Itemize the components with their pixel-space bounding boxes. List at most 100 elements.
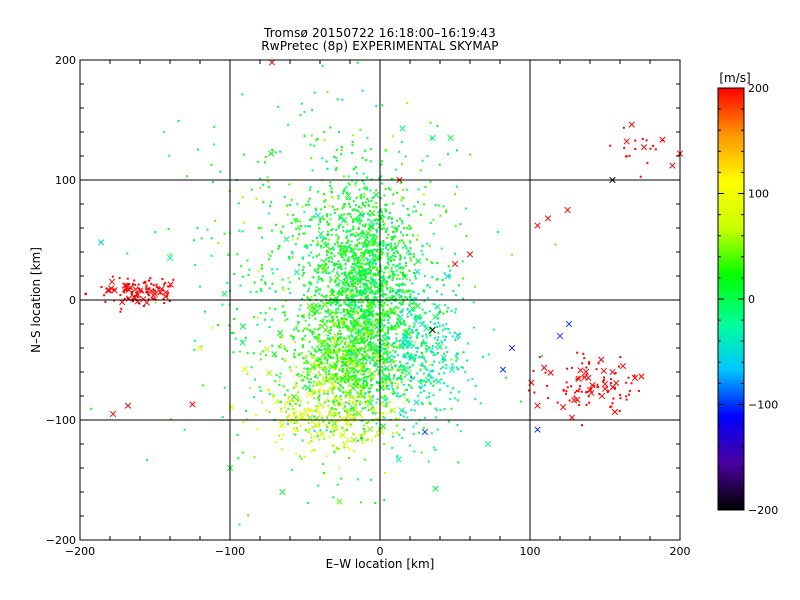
data-point (381, 214, 384, 217)
data-point (210, 254, 213, 257)
data-point (364, 250, 367, 253)
data-point (347, 240, 350, 243)
data-point (374, 296, 377, 299)
data-point (465, 235, 468, 238)
data-point (381, 248, 384, 251)
data-point (400, 239, 403, 242)
x-tick-label: −200 (65, 545, 95, 558)
data-point (280, 410, 283, 413)
data-point (314, 375, 316, 378)
data-point (391, 221, 393, 224)
data-point (390, 344, 393, 347)
data-point (402, 197, 405, 200)
data-point (336, 447, 339, 450)
data-point (319, 403, 322, 406)
data-point (338, 351, 341, 354)
data-point (416, 336, 418, 339)
data-point (396, 191, 398, 194)
data-point-cross (140, 296, 147, 303)
data-point (398, 296, 401, 299)
data-point (367, 371, 370, 374)
data-point (274, 401, 277, 404)
data-point (388, 216, 391, 218)
data-point (319, 236, 322, 239)
data-point (425, 336, 428, 339)
data-point (396, 392, 399, 395)
data-point (364, 291, 367, 294)
data-point (362, 354, 365, 357)
data-point (350, 333, 353, 336)
data-point (254, 378, 257, 381)
data-point (293, 433, 295, 436)
data-point (410, 331, 413, 334)
data-point (333, 451, 336, 454)
data-point (351, 134, 354, 137)
data-point (593, 384, 595, 387)
data-point (320, 246, 323, 249)
data-point (147, 293, 150, 296)
data-point (339, 395, 342, 398)
data-point (327, 302, 330, 305)
data-point (359, 232, 362, 235)
data-point (371, 333, 374, 336)
data-point (373, 255, 376, 258)
data-point (311, 314, 314, 317)
data-point (423, 290, 425, 293)
data-point (141, 291, 144, 294)
data-point (356, 172, 358, 175)
data-point (575, 389, 578, 392)
data-point (401, 409, 404, 412)
data-point (366, 186, 369, 189)
data-point (343, 429, 345, 432)
data-point (431, 345, 434, 347)
data-point-cross (353, 320, 360, 327)
data-point (387, 342, 390, 345)
data-point (358, 237, 361, 240)
data-point (300, 413, 302, 416)
data-point (307, 430, 310, 433)
data-point (397, 417, 400, 420)
data-point (301, 268, 304, 271)
data-point (391, 366, 394, 369)
data-point (365, 330, 368, 333)
data-point (579, 385, 582, 388)
data-point (352, 401, 354, 404)
data-point (336, 292, 339, 295)
data-point (440, 378, 443, 381)
data-point (333, 342, 336, 345)
data-point (138, 302, 140, 305)
data-point (421, 354, 424, 357)
data-point (368, 214, 371, 216)
data-point (344, 378, 347, 381)
data-point (327, 222, 330, 225)
data-point (440, 293, 443, 296)
data-point (429, 286, 431, 289)
data-point (318, 366, 321, 369)
data-point (323, 348, 326, 350)
data-point (376, 434, 379, 437)
data-point (352, 434, 355, 436)
data-point (370, 379, 372, 382)
data-point (360, 296, 363, 299)
data-point (321, 215, 324, 218)
data-point (634, 139, 637, 142)
data-point (366, 296, 369, 298)
data-point (336, 272, 339, 275)
data-point (90, 407, 93, 410)
data-point (394, 168, 397, 171)
data-point (374, 202, 377, 205)
data-point (412, 308, 415, 310)
data-point-cross (134, 291, 142, 298)
data-point (581, 362, 584, 365)
data-point (622, 126, 625, 129)
data-point (359, 274, 362, 276)
data-point (338, 401, 340, 404)
data-point (377, 411, 380, 414)
data-point (398, 301, 401, 304)
data-point (443, 352, 445, 355)
data-point (423, 311, 426, 314)
data-point (294, 402, 297, 405)
data-point (298, 353, 301, 356)
data-point (405, 246, 408, 249)
data-point (438, 342, 441, 345)
